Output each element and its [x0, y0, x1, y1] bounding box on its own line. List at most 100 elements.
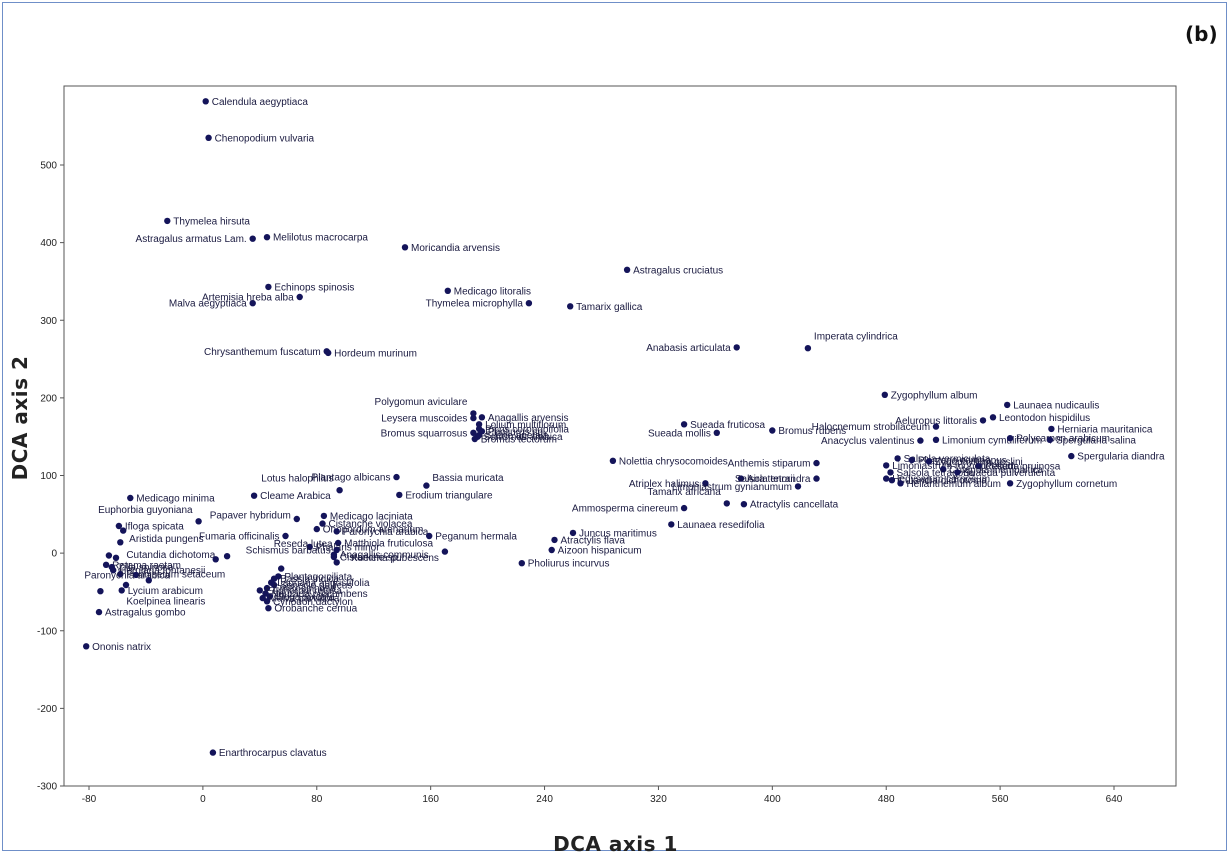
panel-label: (b)	[1185, 22, 1218, 46]
data-point	[250, 492, 258, 499]
x-tick-label: 160	[422, 794, 439, 805]
data-point	[888, 477, 896, 484]
data-point	[925, 458, 933, 465]
data-point	[325, 349, 332, 357]
x-tick-label: 80	[311, 794, 323, 805]
data-point	[265, 283, 272, 291]
point-label: Peganum hermala	[435, 532, 517, 543]
data-point	[102, 561, 110, 568]
point-label: Launaea angustifolia	[277, 578, 370, 589]
data-point	[441, 548, 449, 555]
point-label: Juncus maritimus	[579, 528, 657, 539]
data-point	[83, 643, 90, 650]
data-point	[296, 293, 303, 301]
data-point	[551, 536, 558, 544]
data-point	[112, 554, 120, 561]
point-label: Salsola vermiculata	[904, 454, 991, 465]
y-tick-label: -200	[37, 704, 57, 715]
data-point	[680, 421, 688, 428]
point-label: Sueada mollis	[648, 428, 711, 439]
data-point	[548, 546, 555, 554]
point-label: Suaeda pulverulenta	[963, 468, 1055, 479]
data-point	[282, 532, 289, 540]
data-point	[887, 469, 894, 476]
x-axis-title: DCA axis 1	[553, 832, 678, 856]
data-point	[975, 463, 982, 470]
data-point	[569, 529, 577, 537]
data-points: Calendula aegyptiaca Chenopodium vulvaria…	[83, 97, 1165, 759]
y-tick-label: -300	[37, 782, 57, 793]
x-tick-label: 640	[1106, 794, 1123, 805]
point-label: Anabasis articulata	[646, 343, 731, 354]
data-point	[932, 436, 940, 443]
x-tick-label: 400	[764, 794, 781, 805]
data-point	[97, 588, 104, 595]
data-point	[1006, 480, 1014, 487]
point-label: Zygophyllum geslini	[935, 457, 1023, 468]
point-label: Lotus halophilus	[261, 474, 333, 485]
point-label: Cutandia dichotoma	[126, 550, 215, 561]
data-point	[1046, 436, 1054, 443]
point-label: Echinops spinosis	[274, 282, 354, 293]
point-label: Plantago albicans	[312, 473, 391, 484]
point-label: Onopordum arenarium	[323, 525, 424, 536]
point-label: Koeleria pubescens	[351, 553, 439, 564]
point-label: Erodium triangulare	[405, 490, 493, 501]
point-label: Thymelea microphylla	[426, 299, 524, 310]
x-tick-label: 240	[536, 794, 553, 805]
point-label: Phalaris minor	[316, 542, 381, 553]
data-point	[740, 501, 748, 508]
point-label: Plantago ciliata	[284, 572, 352, 583]
point-label: Helianthemum album	[906, 479, 1001, 490]
x-tick-label: 560	[992, 794, 1009, 805]
point-label: Neurada procumbens	[272, 589, 368, 600]
data-point	[668, 521, 675, 528]
point-label: Ifloga spicata	[125, 521, 184, 532]
point-label: Anagallis communis	[340, 550, 429, 561]
point-label: Orobanche cernua	[274, 604, 357, 615]
point-label: Halocnemum strobilaceum	[812, 422, 930, 433]
point-label: Anthemis stiparum	[728, 459, 811, 470]
point-label: Zygophyllum album	[891, 390, 978, 401]
data-point	[518, 560, 525, 567]
data-point	[1068, 452, 1075, 460]
point-label: Malva aegyptiaca	[169, 299, 247, 310]
point-label: Salsola tetragona	[896, 468, 974, 479]
point-label: Launaea nudicaulis	[1013, 400, 1099, 411]
point-label: Cistanche violacea	[328, 519, 412, 530]
point-label: Senecio gallicus	[280, 580, 352, 591]
data-point	[334, 539, 342, 547]
point-label: Anacyclus valentinus	[821, 436, 914, 447]
data-point	[567, 303, 574, 310]
point-label: Astragalus cruciatus	[633, 265, 723, 276]
data-point	[623, 266, 631, 273]
point-label: Lolium multiflorum	[485, 420, 566, 431]
point-label: Papaver hybridum	[210, 510, 291, 521]
point-label: Bromus rubens	[778, 426, 846, 437]
data-point	[609, 457, 617, 464]
data-point	[122, 581, 130, 589]
data-point	[1006, 435, 1014, 442]
y-tick-label: 0	[51, 549, 57, 560]
point-label: Paronychia arabica	[84, 570, 170, 581]
data-point	[932, 423, 940, 430]
point-label: Herniaria fontanesii	[119, 566, 205, 577]
data-point	[979, 417, 987, 424]
data-point	[733, 344, 740, 351]
data-point	[333, 559, 340, 566]
data-point	[940, 466, 947, 473]
data-point	[202, 98, 209, 105]
point-label: Retama raetam	[112, 560, 181, 571]
x-tick-label: -80	[82, 794, 97, 805]
data-point	[333, 528, 340, 535]
data-point	[804, 345, 812, 352]
point-label: Cleame Arabica	[260, 491, 331, 502]
point-label: Aristida pungens	[129, 534, 204, 545]
point-label: Herniaria mauritanica	[1057, 424, 1152, 435]
point-label: Melilotus macrocarpa	[273, 233, 368, 244]
point-label: Polygomun aviculare	[375, 397, 468, 408]
data-point	[95, 608, 103, 616]
point-label: Salsola tetrandra	[735, 474, 811, 485]
